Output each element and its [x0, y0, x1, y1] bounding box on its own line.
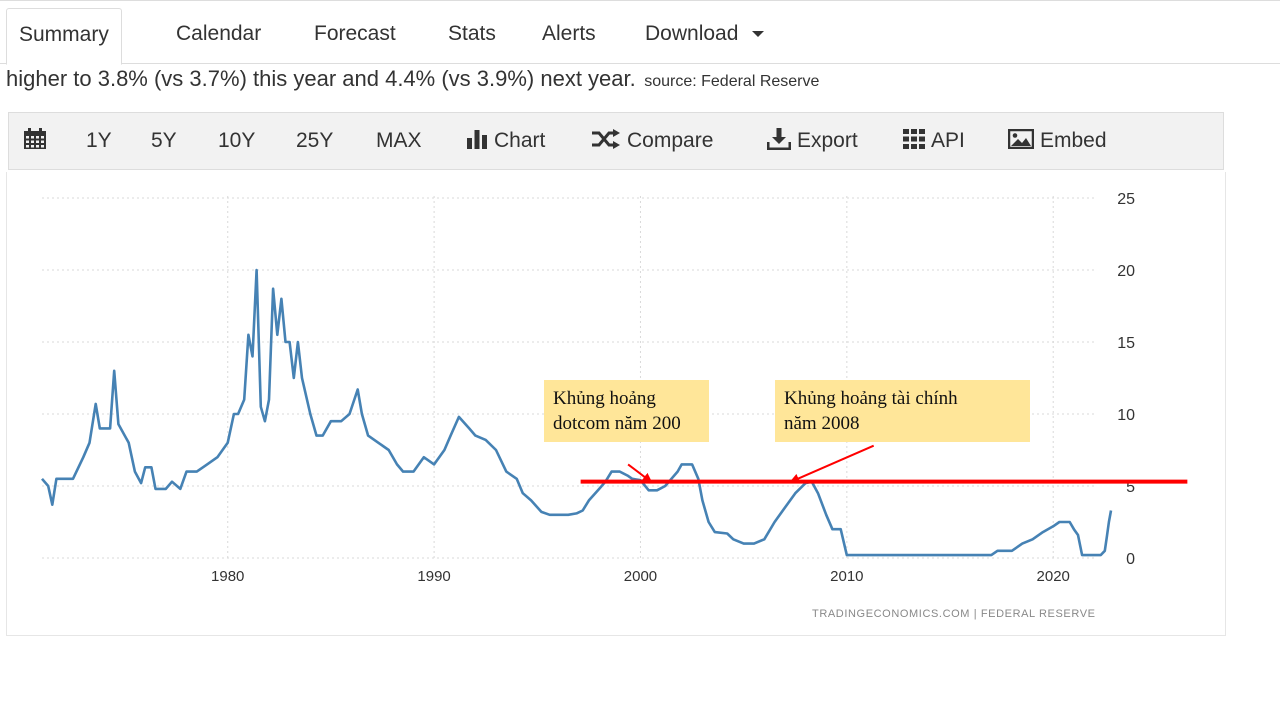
image-icon [1007, 129, 1035, 150]
tab-alerts[interactable]: Alerts [530, 8, 608, 64]
chart-credit: TRADINGECONOMICS.COM | FEDERAL RESERVE [812, 608, 1096, 620]
bar-chart-icon [467, 130, 487, 150]
y-tick-label: 25 [1117, 191, 1135, 208]
annotation-financial-line2: năm 2008 [784, 413, 860, 434]
annotation-arrow [627, 463, 653, 483]
range-max-button[interactable]: MAX [376, 113, 422, 169]
export-button[interactable]: Export [766, 113, 858, 169]
compare-label: Compare [627, 129, 714, 152]
shuffle-icon [592, 129, 620, 150]
range-max-label: MAX [376, 129, 422, 152]
export-label: Export [797, 129, 858, 152]
range-1y-label: 1Y [86, 129, 112, 152]
embed-button[interactable]: Embed [1007, 113, 1107, 169]
chart-highlights [580, 444, 1188, 484]
summary-source: source: Federal Reserve [644, 73, 820, 90]
y-tick-label: 10 [1117, 407, 1135, 424]
tab-bar-divider [0, 63, 1280, 64]
series-line [41, 268, 1113, 557]
x-tick-label: 1990 [417, 568, 450, 585]
tab-alerts-label: Alerts [542, 22, 596, 45]
y-tick-label: 0 [1126, 551, 1135, 568]
tab-download-label: Download [645, 22, 739, 45]
api-label: API [931, 129, 965, 152]
compare-button[interactable]: Compare [591, 113, 713, 169]
range-1y-button[interactable]: 1Y [86, 113, 112, 169]
calendar-button[interactable] [23, 113, 53, 169]
download-icon [766, 128, 792, 151]
tab-download[interactable]: Download [633, 8, 776, 64]
tab-summary-label: Summary [19, 23, 109, 46]
embed-label: Embed [1040, 129, 1107, 152]
y-tick-label: 15 [1117, 335, 1135, 352]
range-10y-label: 10Y [218, 129, 256, 152]
caret-down-icon [752, 31, 765, 38]
tab-calendar[interactable]: Calendar [164, 8, 273, 64]
chart-type-button[interactable]: Chart [466, 113, 545, 169]
range-25y-button[interactable]: 25Y [296, 113, 333, 169]
x-tick-label: 2000 [624, 568, 657, 585]
annotation-arrow [789, 444, 875, 484]
api-button[interactable]: API [903, 113, 965, 169]
tab-summary[interactable]: Summary [6, 8, 122, 65]
tab-calendar-label: Calendar [176, 22, 262, 45]
x-tick-label: 1980 [211, 568, 244, 585]
x-tick-label: 2020 [1037, 568, 1070, 585]
annotation-financial-line1: Khủng hoảng tài chính [784, 388, 958, 409]
chart-ticks: 0 5 10 15 20 25 1980 1990 2000 2010 2020 [211, 191, 1135, 585]
y-tick-label: 5 [1126, 479, 1135, 496]
chart-grid [42, 196, 1096, 560]
tab-forecast[interactable]: Forecast [302, 8, 408, 64]
range-5y-label: 5Y [151, 129, 177, 152]
tab-stats-label: Stats [448, 22, 496, 45]
y-tick-label: 20 [1117, 263, 1135, 280]
tab-forecast-label: Forecast [314, 22, 396, 45]
grid-icon [903, 129, 925, 150]
tab-stats[interactable]: Stats [436, 8, 508, 64]
chart-panel [6, 172, 1226, 636]
tab-bar: Summary Calendar Forecast Stats Alerts D… [0, 0, 1280, 65]
chart-type-label: Chart [494, 129, 546, 152]
chart-toolbar: 1Y 5Y 10Y 25Y MAX Chart Compare Export [8, 112, 1224, 170]
range-5y-button[interactable]: 5Y [151, 113, 177, 169]
chart-series [41, 268, 1113, 557]
range-25y-label: 25Y [296, 129, 334, 152]
annotation-financial-crisis: Khủng hoảng tài chính năm 2008 [775, 380, 1030, 442]
summary-forecast-text: higher to 3.8% (vs 3.7%) this year and 4… [6, 66, 636, 91]
annotation-dotcom-line1: Khủng hoảng [553, 388, 656, 409]
annotation-dotcom-crisis: Khủng hoảng dotcom năm 200 [544, 380, 709, 442]
range-10y-button[interactable]: 10Y [218, 113, 255, 169]
summary-text: higher to 3.8% (vs 3.7%) this year and 4… [6, 66, 1266, 98]
calendar-icon [24, 128, 46, 150]
annotation-dotcom-line2: dotcom năm 200 [553, 413, 681, 434]
x-tick-label: 2010 [830, 568, 863, 585]
